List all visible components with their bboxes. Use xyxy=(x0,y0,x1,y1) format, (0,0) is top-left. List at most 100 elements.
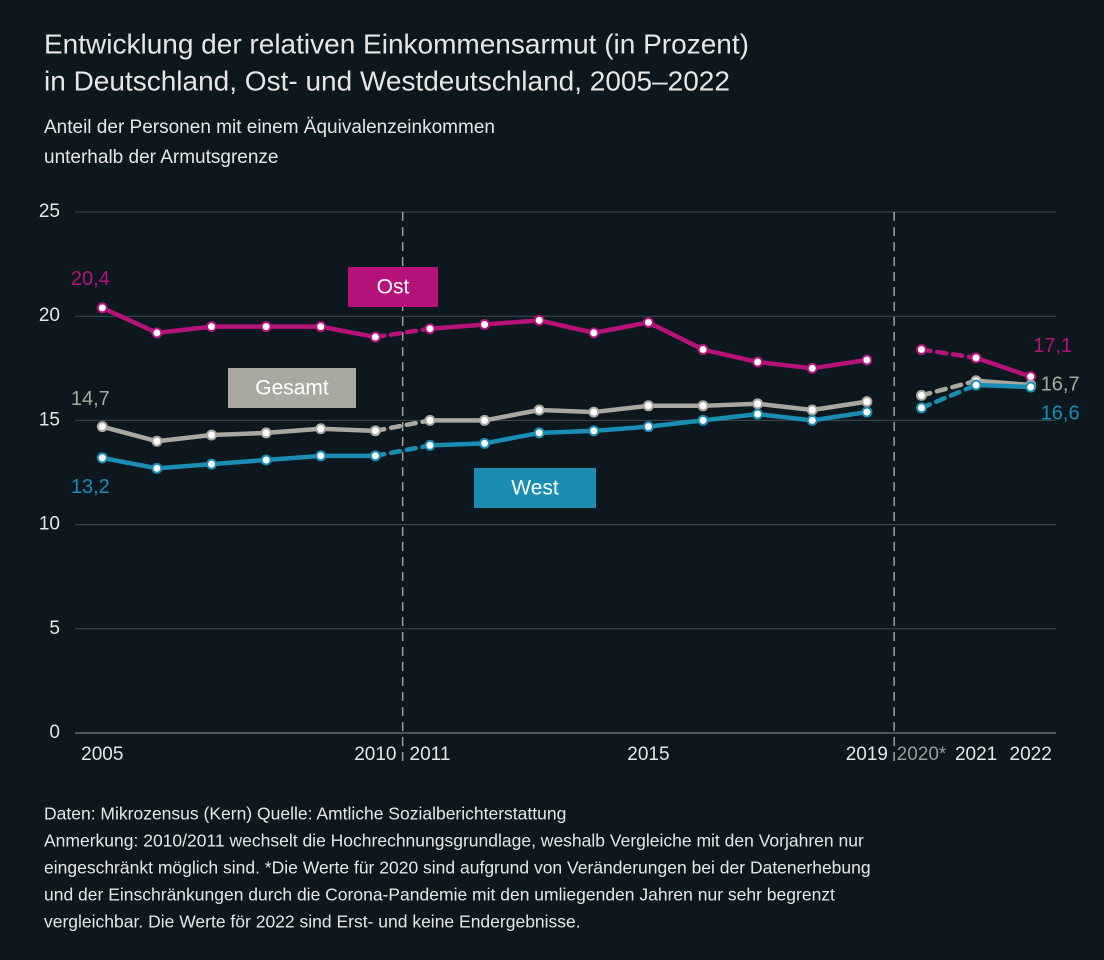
line-segment xyxy=(700,401,760,409)
point xyxy=(424,439,436,451)
line-segment xyxy=(263,453,323,463)
point xyxy=(588,406,600,418)
note: Anmerkung: 2010/2011 wechselt die Hochre… xyxy=(44,831,864,851)
line-segment xyxy=(482,430,542,446)
line-segment xyxy=(591,320,651,336)
point xyxy=(96,452,108,464)
point xyxy=(806,414,818,426)
point xyxy=(315,450,327,462)
point xyxy=(642,316,654,328)
line-segment xyxy=(154,324,214,336)
point xyxy=(697,414,709,426)
x-tick-label: 2015 xyxy=(627,744,669,765)
point xyxy=(806,404,818,416)
line-segment xyxy=(973,355,1033,379)
point xyxy=(533,314,545,326)
point xyxy=(151,327,163,339)
point xyxy=(96,302,108,314)
point xyxy=(915,389,927,401)
point xyxy=(206,321,218,333)
point xyxy=(479,437,491,449)
note: vergleichbar. Die Werte för 2022 sind Er… xyxy=(44,912,581,932)
note: Daten: Mikrozensus (Kern) Quelle: Amtlic… xyxy=(44,804,566,824)
line-segment xyxy=(100,455,160,471)
value-label: 17,1 xyxy=(1033,335,1072,357)
line-segment xyxy=(810,399,870,413)
line-segment xyxy=(973,382,1033,390)
x-tick-label: 2005 xyxy=(81,744,123,765)
point xyxy=(533,404,545,416)
line-segment xyxy=(427,322,487,331)
point xyxy=(96,421,108,433)
line-segment xyxy=(755,401,815,413)
y-tick-label: 25 xyxy=(39,201,60,222)
point xyxy=(260,427,272,439)
x-tick-label: 2010 xyxy=(354,744,396,765)
point xyxy=(151,462,163,474)
line-segment xyxy=(373,443,433,459)
point xyxy=(806,362,818,374)
line-segment xyxy=(810,357,870,371)
x-tick-label: 2021 xyxy=(955,744,997,765)
point xyxy=(424,414,436,426)
point xyxy=(588,327,600,339)
point xyxy=(915,344,927,356)
y-tick-label: 20 xyxy=(39,305,60,326)
line-segment xyxy=(373,418,433,434)
series-label-box xyxy=(348,267,438,307)
line-segment xyxy=(318,426,378,434)
y-tick-label: 15 xyxy=(39,409,60,430)
line-segment xyxy=(700,347,760,365)
point xyxy=(752,408,764,420)
point xyxy=(697,344,709,356)
title: Entwicklung der relativen Einkommensarmu… xyxy=(44,28,749,59)
line-segment xyxy=(209,457,269,467)
subtitle: unterhalb der Armutsgrenze xyxy=(44,147,278,168)
title: in Deutschland, Ost- und Westdeutschland… xyxy=(44,65,730,96)
series-label-box xyxy=(228,368,356,408)
point xyxy=(315,423,327,435)
point xyxy=(861,406,873,418)
point xyxy=(151,435,163,447)
y-tick-label: 0 xyxy=(49,722,60,743)
series-label: West xyxy=(511,477,559,500)
line-segment xyxy=(263,426,323,436)
line-segment xyxy=(755,359,815,371)
line-segment xyxy=(154,432,214,444)
line-segment xyxy=(373,326,433,340)
value-label: 13,2 xyxy=(71,476,110,498)
line-segment xyxy=(591,403,651,415)
line-segment xyxy=(591,424,651,434)
line-segment xyxy=(536,428,597,436)
line-segment xyxy=(919,347,979,361)
line-segment xyxy=(755,411,815,423)
note: eingeschränkt möglich sind. *Die Werte f… xyxy=(44,858,871,878)
line-segment xyxy=(973,378,1033,388)
point xyxy=(642,400,654,412)
point xyxy=(861,396,873,408)
point xyxy=(642,421,654,433)
x-tick-label: 2022 xyxy=(1010,744,1052,765)
point xyxy=(861,354,873,366)
line-segment xyxy=(154,461,214,471)
line-segment xyxy=(646,418,706,429)
point xyxy=(970,352,982,364)
value-label: 16,7 xyxy=(1041,373,1080,395)
y-tick-label: 5 xyxy=(49,618,60,639)
line-segment xyxy=(427,441,487,448)
point xyxy=(588,425,600,437)
point xyxy=(697,400,709,412)
point xyxy=(915,402,927,414)
point xyxy=(1025,381,1037,393)
series-label: Gesamt xyxy=(255,377,329,400)
point xyxy=(479,414,491,426)
x-tick-label: 2020* xyxy=(897,744,947,765)
line-segment xyxy=(919,378,979,398)
line-segment xyxy=(482,407,542,423)
series-label-box xyxy=(474,468,596,508)
point xyxy=(260,321,272,333)
line-segment xyxy=(919,382,979,411)
point xyxy=(369,425,381,437)
line-segment xyxy=(646,320,706,352)
